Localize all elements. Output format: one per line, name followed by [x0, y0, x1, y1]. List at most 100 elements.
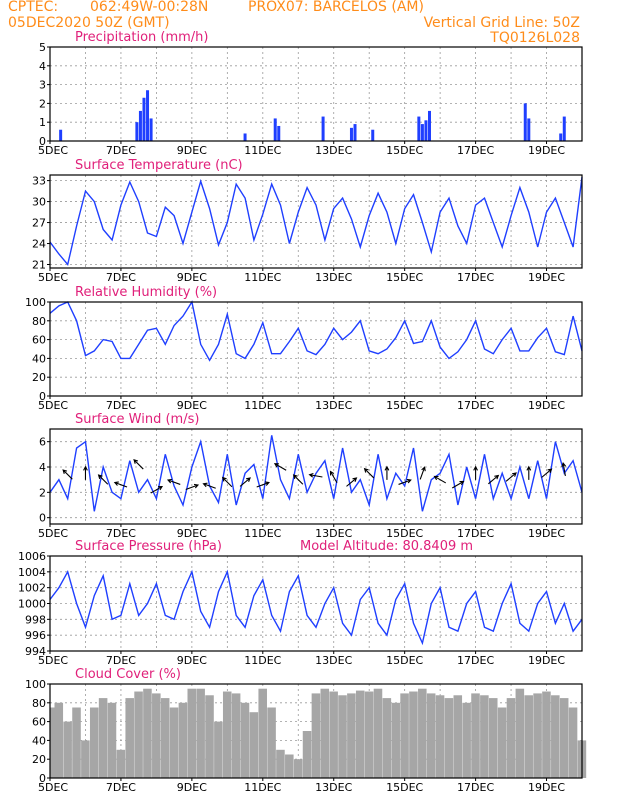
- pres-y-tick-label: 996: [25, 629, 46, 642]
- cloud-x-tick-label: 5DEC: [38, 781, 68, 794]
- cloud-y-tick-label: 100: [25, 678, 46, 691]
- pres-y-tick-label: 994: [25, 645, 46, 658]
- precipitation-bar: [353, 124, 357, 141]
- cloud-x-tick-label: 7DEC: [106, 781, 136, 794]
- precip-y-tick-label: 4: [39, 60, 46, 73]
- cloud-cover-bar: [347, 693, 356, 778]
- wind-direction-arrow: [133, 459, 144, 470]
- cloud-x-tick-label: 15DEC: [386, 781, 423, 794]
- wind-x-tick-label: 15DEC: [386, 527, 423, 540]
- cloud-cover-bar: [311, 693, 321, 778]
- cloud-cover-bar: [125, 698, 134, 778]
- wind-direction-arrow: [202, 482, 216, 489]
- rh-y-tick-label: 20: [32, 371, 46, 384]
- precipitation-bar: [527, 118, 531, 141]
- cloud-x-tick-label: 13DEC: [315, 781, 352, 794]
- precipitation-bar: [420, 124, 424, 141]
- rh-series-line: [49, 300, 583, 362]
- rh-y-tick-label: 60: [32, 334, 46, 347]
- cloud-cover-bar: [187, 688, 197, 778]
- temp-x-tick-label: 13DEC: [315, 271, 352, 284]
- header-model-code: TQ0126L028: [489, 30, 580, 46]
- cloud-cover-bar: [116, 749, 126, 778]
- precipitation-bar: [349, 127, 353, 141]
- cloud-cover-bar: [471, 693, 480, 778]
- cloud-cover-bar: [54, 702, 64, 778]
- wind-frame: [49, 428, 583, 525]
- wind-direction-arrow: [292, 474, 304, 485]
- wind-direction-arrow: [346, 477, 358, 487]
- rh-y-tick-label: 100: [25, 296, 46, 309]
- temp-frame: [49, 174, 583, 269]
- wind-y-tick-label: 2: [39, 486, 46, 499]
- wind-x-tick-label: 11DEC: [244, 527, 281, 540]
- header-init: 05DEC2020 50Z (GMT): [8, 15, 170, 31]
- precipitation-bar: [243, 133, 247, 141]
- cloud-cover-bar: [205, 695, 214, 778]
- cloud-cover-bar: [107, 702, 117, 778]
- precip-frame: [49, 46, 583, 142]
- cloud-cover-panel: Cloud Cover (%) 0 20 40 60 80 100 5DEC 7DEC 9DEC…: [25, 667, 587, 794]
- cloud-cover-bar: [444, 698, 454, 778]
- cloud-y-tick-label: 60: [32, 716, 46, 729]
- cloud-cover-bar: [72, 707, 81, 778]
- header-station: PROX07: BARCELOS (AM): [248, 0, 424, 15]
- rh-frame: [49, 301, 583, 397]
- cloud-x-tick-label: 17DEC: [457, 781, 494, 794]
- wind-direction-arrow: [166, 478, 181, 485]
- precipitation-bar: [146, 90, 150, 141]
- cloud-cover-bar: [391, 702, 400, 778]
- precipitation-panel: Precipitation (mm/h) 0 1 2 3 4 5 5DEC 7DEC 9DEC 1…: [38, 30, 583, 157]
- cloud-cover-bar: [418, 688, 427, 778]
- precipitation-bar: [138, 110, 142, 141]
- cloud-y-tick-label: 20: [32, 753, 46, 766]
- cloud-cover-bar: [355, 690, 365, 778]
- cloud-cover-bar: [134, 691, 143, 778]
- pres-x-tick-label: 9DEC: [177, 654, 207, 667]
- rh-y-tick-label: 0: [39, 390, 46, 403]
- precip-x-tick-label: 7DEC: [106, 144, 136, 157]
- wind-direction-arrow: [541, 468, 553, 478]
- cloud-y-tick-label: 80: [32, 697, 46, 710]
- precip-y-tick-label: 2: [39, 97, 46, 110]
- precipitation-bar: [277, 125, 281, 141]
- pres-x-tick-label: 19DEC: [528, 654, 565, 667]
- rh-x-tick-label: 17DEC: [457, 399, 494, 412]
- pres-x-tick-label: 13DEC: [315, 654, 352, 667]
- cloud-cover-bar: [143, 688, 152, 778]
- cloud-cover-bar: [338, 695, 347, 778]
- rh-x-tick-label: 11DEC: [244, 399, 281, 412]
- header-source: CPTEC:: [8, 0, 58, 15]
- pres-series-line: [49, 569, 583, 646]
- precip-x-tick-label: 19DEC: [528, 144, 565, 157]
- rh-x-tick-label: 19DEC: [528, 399, 565, 412]
- precipitation-bar: [523, 103, 527, 141]
- cloud-cover-bar: [480, 695, 489, 778]
- wind-direction-arrow: [273, 463, 287, 471]
- wind-x-tick-label: 17DEC: [457, 527, 494, 540]
- precipitation-bar: [559, 133, 563, 141]
- cloud-cover-title: Cloud Cover (%): [75, 667, 181, 682]
- header-vgrid-label: Vertical Grid Line: 50Z: [424, 15, 580, 31]
- cloud-cover-bar: [178, 702, 188, 778]
- pres-x-tick-label: 5DEC: [38, 654, 68, 667]
- cloud-cover-bar: [329, 691, 338, 778]
- wind-direction-arrow: [83, 465, 88, 480]
- humidity-panel: Relative Humidity (%) 0 20 40 60 80 100 5DEC 7D…: [25, 285, 583, 412]
- humidity-title: Relative Humidity (%): [75, 285, 217, 300]
- temp-x-tick-label: 17DEC: [457, 271, 494, 284]
- cloud-cover-bar: [435, 695, 445, 778]
- wind-y-tick-label: 6: [39, 436, 46, 449]
- wind-direction-arrow: [473, 465, 479, 480]
- precipitation-bar: [371, 129, 375, 141]
- wind-x-tick-label: 7DEC: [106, 527, 136, 540]
- wind-direction-arrow: [433, 475, 447, 484]
- cloud-cover-bar: [559, 698, 569, 778]
- wind-direction-arrow: [505, 472, 517, 482]
- pres-x-tick-label: 11DEC: [244, 654, 281, 667]
- cloud-cover-bar: [551, 695, 560, 778]
- precip-y-tick-label: 5: [39, 41, 46, 54]
- header-coords: 062:49W-00:28N: [90, 0, 208, 15]
- precip-y-tick-label: 0: [39, 135, 46, 148]
